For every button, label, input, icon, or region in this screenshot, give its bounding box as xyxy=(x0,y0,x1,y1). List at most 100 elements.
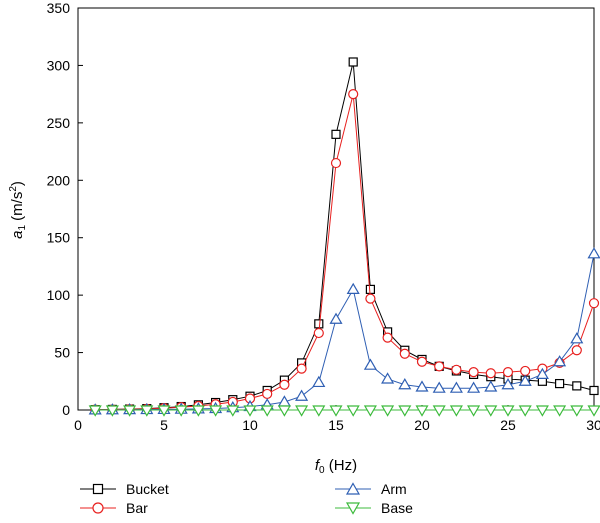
x-tick-label: 10 xyxy=(242,417,258,433)
legend-label-bar: Bar xyxy=(126,500,148,516)
legend-item-base: Base xyxy=(335,499,413,517)
y-tick-label: 100 xyxy=(47,287,71,303)
data-point-base xyxy=(449,405,463,417)
data-point-arm xyxy=(501,378,515,390)
y-tick-label: 150 xyxy=(47,230,71,246)
data-point-arm xyxy=(484,380,498,392)
data-point-bar xyxy=(296,363,307,374)
data-point-bar xyxy=(365,293,376,304)
x-tick-label: 0 xyxy=(74,417,82,433)
data-point-base xyxy=(553,405,567,417)
data-point-base xyxy=(157,405,171,417)
data-point-base xyxy=(312,405,326,417)
x-axis: 0 5 10 15 20 25 30 xyxy=(74,405,600,433)
data-point-arm xyxy=(415,380,429,392)
legend-symbol-bar xyxy=(80,502,116,514)
data-point-arm xyxy=(570,332,584,344)
data-point-bar xyxy=(399,348,410,359)
data-point-base xyxy=(209,405,223,417)
legend-label-arm: Arm xyxy=(381,481,407,497)
data-point-base xyxy=(295,405,309,417)
data-point-bar xyxy=(348,89,359,100)
y-axis-label-base: a xyxy=(9,231,26,239)
data-point-base xyxy=(329,405,343,417)
y-tick-label: 300 xyxy=(47,57,71,73)
data-point-arm xyxy=(432,381,446,393)
data-point-base xyxy=(140,405,154,417)
data-point-bar xyxy=(485,368,496,379)
data-point-bucket xyxy=(331,129,341,139)
data-point-bucket xyxy=(554,378,565,389)
x-tick-label: 15 xyxy=(328,417,344,433)
y-axis-label-unit-open: (m/s xyxy=(9,192,26,225)
series-line-arm xyxy=(95,253,595,411)
series-bar xyxy=(90,89,600,415)
data-point-bar xyxy=(330,157,342,169)
series-bucket xyxy=(90,57,599,415)
x-axis-label-sub: 0 xyxy=(319,465,325,476)
legend-symbol-bucket xyxy=(80,483,116,495)
data-point-base xyxy=(363,405,377,417)
legend-symbol-base xyxy=(335,502,371,515)
x-axis-label-base: f xyxy=(315,457,321,474)
data-point-base xyxy=(467,405,481,417)
x-tick-label: 5 xyxy=(160,417,168,433)
data-point-base xyxy=(432,405,446,417)
data-point-bar xyxy=(451,364,462,375)
series-arm xyxy=(88,247,600,415)
data-point-bucket xyxy=(314,319,324,329)
y-axis-label-sup: 2 xyxy=(8,186,19,192)
data-point-base xyxy=(381,405,395,417)
data-point-bucket xyxy=(589,385,599,396)
y-tick-label: 250 xyxy=(47,115,71,131)
data-point-base xyxy=(174,405,188,417)
data-point-arm xyxy=(587,247,600,259)
y-axis-label-unit-close: ) xyxy=(9,181,26,186)
legend-item-arm: Arm xyxy=(335,480,407,498)
data-point-bar xyxy=(416,356,428,367)
data-point-arm xyxy=(518,374,532,386)
series-line-bar xyxy=(95,93,595,411)
data-point-base xyxy=(501,405,515,417)
legend-item-bucket: Bucket xyxy=(80,480,169,498)
data-point-arm xyxy=(449,381,463,393)
data-point-bar xyxy=(313,327,324,339)
data-point-base xyxy=(535,405,549,417)
legend-item-bar: Bar xyxy=(80,499,148,517)
data-point-bucket xyxy=(365,284,375,294)
data-point-bar xyxy=(468,366,479,378)
data-point-base xyxy=(105,405,119,417)
data-point-base xyxy=(398,405,412,417)
data-point-bar xyxy=(520,365,531,377)
data-point-base xyxy=(88,405,102,417)
x-axis-label: f0 (Hz) xyxy=(315,457,357,476)
series-layer xyxy=(88,57,600,417)
data-point-base xyxy=(484,405,498,417)
data-point-base xyxy=(587,405,600,417)
data-point-bar xyxy=(588,298,600,309)
y-tick-label: 200 xyxy=(47,172,71,188)
y-tick-label: 50 xyxy=(54,345,70,361)
data-point-base xyxy=(415,405,429,417)
data-point-base xyxy=(191,405,205,417)
y-tick-label: 0 xyxy=(62,402,70,418)
y-axis-label: a1 (m/s2) xyxy=(8,181,28,239)
data-point-bar xyxy=(279,379,290,390)
x-tick-label: 25 xyxy=(500,417,516,433)
x-tick-label: 20 xyxy=(414,417,430,433)
data-point-base xyxy=(243,405,257,417)
y-tick-label: 350 xyxy=(47,0,71,16)
series-line-bucket xyxy=(95,61,595,411)
data-point-base xyxy=(346,405,360,417)
data-point-arm xyxy=(535,367,549,379)
data-point-bar xyxy=(382,332,393,343)
data-point-bar xyxy=(434,361,445,372)
data-point-base xyxy=(277,405,291,417)
data-point-arm xyxy=(295,389,309,401)
data-point-bucket xyxy=(572,381,582,391)
data-point-bar xyxy=(502,366,514,378)
data-point-arm xyxy=(381,372,395,384)
x-tick-label: 30 xyxy=(586,417,600,433)
data-point-bar xyxy=(262,388,273,400)
